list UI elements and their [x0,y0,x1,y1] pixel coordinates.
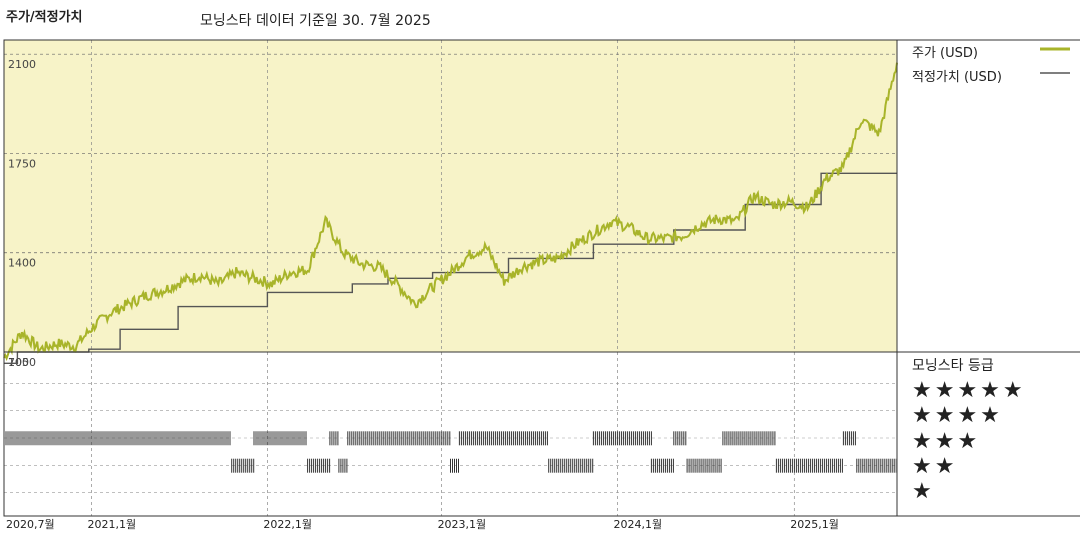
x-tick-label: 2023,1월 [438,518,487,531]
x-tick-label: 2020,7월 [6,518,55,531]
rating-axis-label: 700 [8,356,29,369]
y-tick-label: 1050 [8,356,36,369]
x-tick-label: 2021,1월 [88,518,137,531]
price-panel-bg [4,40,897,352]
y-tick-label: 2100 [8,58,36,71]
rating-2-stars: ★★ [912,454,958,479]
rating-period-bar [307,458,331,473]
rating-period-bar [231,458,255,473]
rating-period-bar [650,458,674,473]
chart-title: 주가/적정가치 [6,10,83,25]
rating-period-bar [673,431,687,446]
rating-period-bar [548,458,594,473]
x-tick-label: 2025,1월 [790,518,839,531]
rating-period-bar [856,458,898,473]
rating-period-bar [450,458,459,473]
y-tick-label: 1750 [8,157,36,170]
rating-period-bar [458,431,548,446]
data-date-subtitle: 모닝스타 데이터 기준일 30. 7월 2025 [200,13,431,29]
rating-period-bar [338,458,348,473]
legend-fair-label: 적정가치 (USD) [912,70,1002,85]
rating-5-stars: ★★★★★ [912,378,1026,403]
rating-period-bar [842,431,856,446]
rating-period-bar [722,431,776,446]
y-tick-label: 1400 [8,257,36,270]
rating-period-bar [686,458,722,473]
rating-4-stars: ★★★★ [912,403,1003,428]
rating-period-bar [592,431,652,446]
fair-value-line [4,172,897,364]
legend-price-label: 주가 (USD) [912,46,978,61]
x-tick-label: 2022,1월 [263,518,312,531]
rating-period-bar [775,458,843,473]
rating-period-bar [3,431,231,446]
rating-title: 모닝스타 등급 [912,358,994,374]
x-tick-label: 2024,1월 [613,518,662,531]
rating-period-bar [329,431,339,446]
rating-period-bar [347,431,451,446]
rating-1-star: ★ [912,479,935,504]
price-line [3,62,898,362]
rating-period-bar [253,431,307,446]
rating-3-stars: ★★★ [912,429,981,454]
